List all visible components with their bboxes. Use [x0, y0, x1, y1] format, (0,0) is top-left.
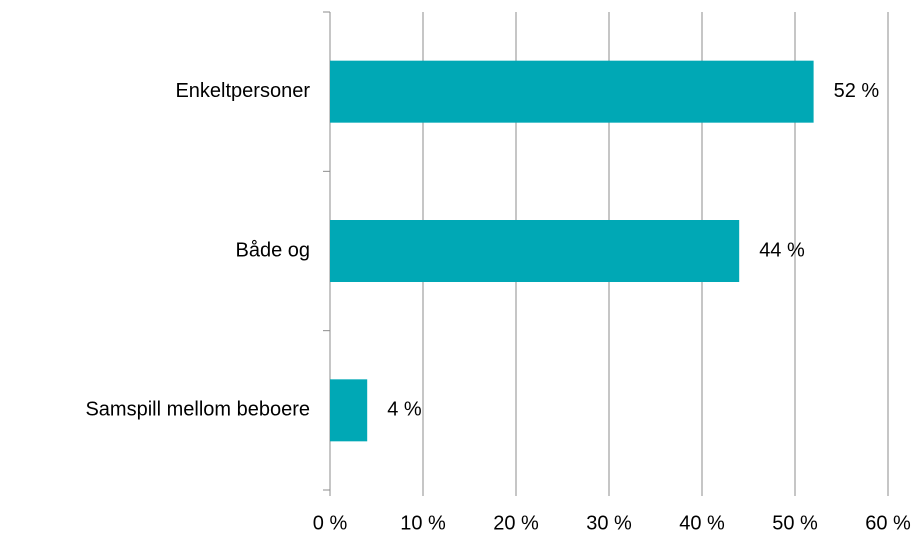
y-tick-label: Enkeltpersoner — [175, 80, 310, 102]
value-label: 4 % — [387, 399, 422, 421]
value-label: 44 % — [759, 239, 805, 261]
x-tick-label: 50 % — [772, 512, 818, 533]
x-tick-label: 30 % — [586, 512, 632, 533]
bar — [330, 379, 368, 442]
y-tick-label: Både og — [235, 239, 310, 261]
x-tick-label: 60 % — [865, 512, 911, 533]
y-tick-label: Samspill mellom beboere — [85, 399, 310, 421]
value-label: 52 % — [834, 80, 880, 102]
x-tick-label: 0 % — [313, 512, 348, 533]
x-tick-label: 20 % — [493, 512, 539, 533]
x-tick-label: 10 % — [400, 512, 446, 533]
bar — [330, 60, 814, 123]
bar — [330, 220, 740, 282]
x-tick-label: 40 % — [679, 512, 725, 533]
